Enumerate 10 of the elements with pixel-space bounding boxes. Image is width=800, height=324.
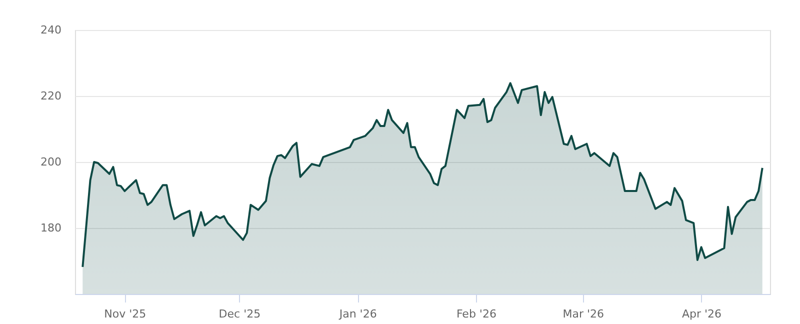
x-tick-label: Apr '26 xyxy=(682,308,722,320)
y-tick-label: 240 xyxy=(40,24,62,36)
y-tick-label: 180 xyxy=(40,222,62,234)
x-tick-label: Nov '25 xyxy=(104,308,146,320)
x-tick-label: Jan '26 xyxy=(338,308,377,320)
x-tick-label: Mar '26 xyxy=(562,308,604,320)
x-tick-label: Feb '26 xyxy=(456,308,496,320)
x-tick-label: Dec '25 xyxy=(218,308,261,320)
y-tick-label: 200 xyxy=(40,156,62,168)
y-tick-label: 220 xyxy=(40,90,62,102)
